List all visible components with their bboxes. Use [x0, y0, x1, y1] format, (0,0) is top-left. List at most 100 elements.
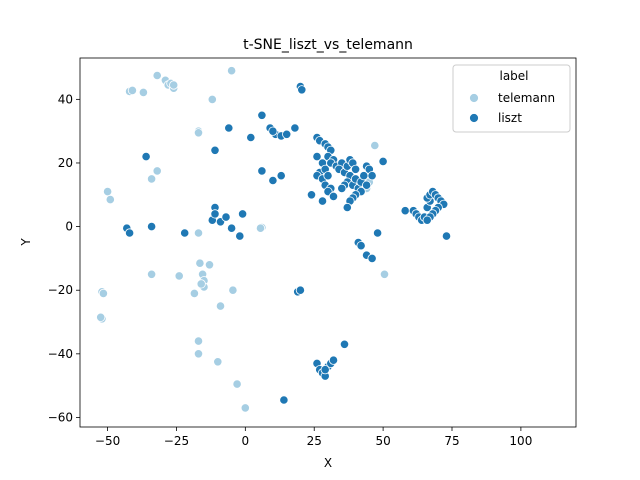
points-layer	[96, 66, 452, 413]
point-telemann-34	[96, 312, 106, 322]
point-liszt-14	[210, 145, 220, 155]
point-telemann-32	[215, 301, 226, 311]
y-axis: −60 −40 −20 0 20 40	[48, 92, 80, 424]
point-telemann-10	[207, 94, 217, 105]
point-liszt-30	[306, 190, 317, 200]
point-liszt-10	[227, 223, 237, 233]
x-axis: −50 −25 0 25 50 75 100	[95, 427, 532, 448]
point-liszt-11	[235, 231, 245, 241]
point-liszt-83	[400, 206, 410, 216]
point-liszt-22	[290, 123, 300, 133]
point-liszt-43	[328, 191, 339, 201]
point-liszt-29	[295, 285, 305, 295]
point-telemann-41	[379, 269, 390, 279]
point-telemann-15	[147, 174, 157, 184]
point-liszt-25	[257, 166, 267, 176]
point-liszt-27	[276, 171, 286, 181]
point-telemann-25	[196, 279, 206, 289]
point-liszt-78	[356, 241, 366, 251]
point-telemann-16	[152, 166, 162, 176]
point-telemann-28	[228, 285, 238, 295]
point-telemann-19	[255, 223, 266, 233]
point-liszt-0	[141, 152, 151, 162]
y-tick-label--60: −60	[48, 410, 73, 424]
point-liszt-7	[210, 209, 220, 219]
point-telemann-22	[204, 260, 215, 270]
point-telemann-31	[98, 288, 109, 298]
point-liszt-105	[279, 395, 289, 405]
point-liszt-16	[257, 110, 267, 120]
point-liszt-13	[224, 123, 234, 133]
y-tick-label-0: 0	[65, 220, 73, 234]
point-telemann-21	[195, 258, 205, 268]
legend-label-liszt: liszt	[498, 111, 522, 125]
legend-label-telemann: telemann	[498, 91, 555, 105]
legend: label telemann liszt	[452, 64, 571, 133]
point-telemann-40	[370, 140, 380, 151]
legend-marker-telemann	[469, 93, 479, 103]
point-liszt-113	[320, 365, 330, 375]
point-telemann-17	[193, 228, 204, 238]
point-liszt-102	[422, 215, 432, 225]
point-telemann-0	[152, 70, 162, 81]
point-liszt-112	[328, 355, 339, 365]
point-liszt-44	[317, 196, 328, 206]
point-liszt-80	[367, 253, 377, 263]
point-telemann-9	[227, 66, 237, 76]
x-tick-label--50: −50	[95, 434, 120, 448]
point-telemann-12	[193, 128, 204, 138]
point-liszt-19	[268, 126, 278, 136]
x-tick-label-0: 0	[242, 434, 250, 448]
y-axis-label: Y	[19, 238, 33, 247]
point-telemann-7	[138, 87, 148, 98]
legend-box	[452, 64, 571, 133]
point-telemann-38	[232, 379, 242, 389]
point-liszt-62	[337, 183, 347, 193]
point-telemann-26	[174, 271, 184, 281]
point-liszt-71	[361, 180, 372, 190]
y-tick-label--20: −20	[48, 283, 73, 297]
x-tick-label-75: 75	[444, 434, 459, 448]
point-liszt-3	[147, 222, 157, 232]
y-tick-label--40: −40	[48, 347, 73, 361]
point-telemann-37	[213, 357, 223, 367]
point-liszt-21	[282, 129, 292, 139]
point-telemann-5	[169, 80, 179, 90]
point-telemann-27	[189, 288, 199, 298]
point-liszt-81	[372, 228, 383, 238]
legend-marker-liszt	[469, 113, 479, 123]
point-liszt-76	[342, 202, 352, 213]
point-telemann-29	[147, 269, 157, 279]
point-liszt-4	[180, 228, 190, 238]
point-liszt-2	[125, 228, 135, 238]
y-tick-label-40: 40	[58, 92, 73, 106]
point-telemann-8	[127, 85, 137, 96]
chart-title: t-SNE_liszt_vs_telemann	[243, 37, 413, 53]
point-liszt-9	[221, 212, 231, 222]
point-liszt-58	[350, 164, 361, 174]
x-tick-label-100: 100	[509, 434, 532, 448]
point-telemann-35	[193, 336, 204, 346]
legend-title: label	[499, 69, 528, 83]
point-liszt-15	[246, 132, 256, 143]
x-tick-label-50: 50	[375, 434, 390, 448]
point-telemann-14	[105, 195, 115, 205]
point-liszt-26	[268, 175, 278, 186]
plot-frame	[79, 57, 577, 428]
x-tick-label-25: 25	[307, 434, 322, 448]
point-telemann-39	[240, 403, 250, 413]
point-telemann-36	[193, 349, 204, 359]
point-liszt-33	[312, 152, 322, 162]
x-axis-label: X	[324, 456, 332, 470]
point-liszt-70	[367, 171, 377, 181]
point-liszt-12	[238, 209, 248, 219]
point-liszt-39	[323, 171, 333, 181]
point-telemann-13	[103, 187, 113, 197]
point-liszt-104	[339, 339, 350, 349]
point-liszt-24	[297, 85, 307, 95]
point-liszt-82	[378, 156, 388, 166]
point-liszt-103	[441, 231, 452, 241]
x-tick-label--25: −25	[164, 434, 189, 448]
y-tick-label-20: 20	[58, 156, 73, 170]
